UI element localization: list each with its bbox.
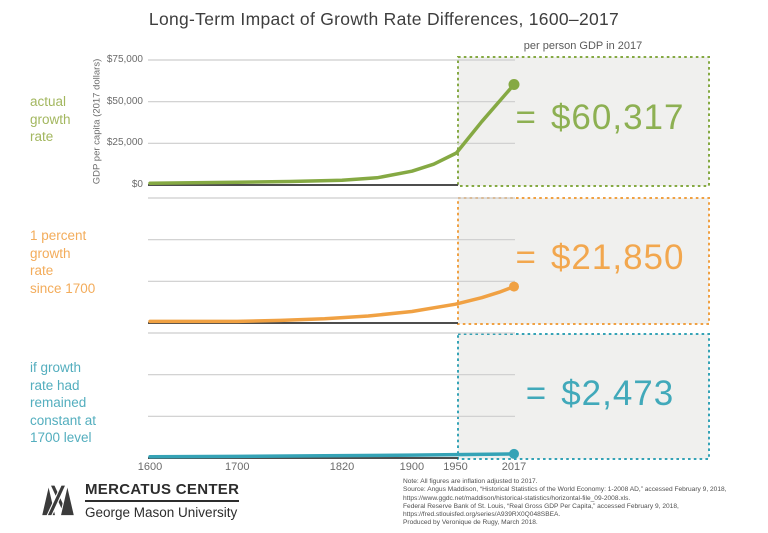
note-line: https://fred.stlouisfed.org/series/A939R… bbox=[403, 511, 561, 519]
source-notes: Note: All figures are inflation adjusted… bbox=[403, 478, 765, 528]
x-tick-label: 2017 bbox=[501, 461, 527, 473]
note-line: Note: All figures are inflation adjusted… bbox=[403, 478, 538, 485]
x-tick-label: 1900 bbox=[399, 461, 425, 473]
data-line-constant-1700-growth-rate bbox=[148, 452, 516, 459]
mercatus-logo: MERCATUS CENTER George Mason University bbox=[40, 481, 240, 520]
x-tick-label: 1950 bbox=[443, 461, 468, 473]
note-line: https://www.ggdc.net/maddison/historical… bbox=[403, 494, 631, 502]
end-value-actual-growth-rate: = $60,317 bbox=[492, 94, 708, 142]
end-point-one-percent-growth-rate-since-1700 bbox=[509, 281, 519, 292]
equals-sign: = bbox=[525, 373, 548, 413]
end-value-one-percent-growth-rate-since-1700: = $21,850 bbox=[492, 234, 708, 282]
equals-sign: = bbox=[515, 238, 537, 277]
logo-university-name: George Mason University bbox=[85, 505, 238, 520]
value-box-actual-growth-rate bbox=[457, 56, 710, 187]
x-tick-label: 1820 bbox=[329, 461, 355, 473]
data-line-one-percent-growth-rate-since-1700 bbox=[148, 284, 516, 324]
series-label-one-percent-growth-rate-since-1700: 1 percent growth rate since 1700 bbox=[30, 228, 96, 296]
note-line: Produced by Veronique de Rugy, March 201… bbox=[403, 519, 538, 527]
end-value-constant-1700-growth-rate: = $2,473 bbox=[492, 370, 708, 418]
y-tick-label: $50,000 bbox=[106, 95, 143, 107]
value-box-one-percent-growth-rate-since-1700 bbox=[457, 197, 710, 325]
page-title: Long-Term Impact of Growth Rate Differen… bbox=[148, 9, 620, 29]
note-line: Federal Reserve Bank of St. Louis, “Real… bbox=[403, 502, 679, 510]
end-point-actual-growth-rate bbox=[508, 78, 520, 90]
x-tick-label: 1700 bbox=[225, 461, 250, 473]
y-tick-label: $75,000 bbox=[106, 54, 143, 65]
gdp-value: $2,473 bbox=[561, 373, 675, 413]
data-line-actual-growth-rate bbox=[148, 82, 516, 185]
value-box-constant-1700-growth-rate bbox=[457, 333, 710, 460]
y-tick-label: $0 bbox=[131, 179, 143, 190]
y-tick-label: $25,000 bbox=[106, 137, 143, 149]
note-line: Source: Angus Maddison, “Historical Stat… bbox=[403, 486, 727, 494]
gdp-value: $21,850 bbox=[550, 238, 685, 277]
logo-org-name: MERCATUS CENTER bbox=[85, 481, 240, 502]
per-person-gdp-label: per person GDP in 2017 bbox=[523, 40, 643, 52]
gdp-value: $60,317 bbox=[550, 98, 685, 138]
mercatus-logo-icon bbox=[40, 484, 76, 517]
series-label-constant-1700-growth-rate: if growth rate had remained constant at 1700… bbox=[30, 360, 97, 445]
end-point-constant-1700-growth-rate bbox=[509, 448, 519, 459]
equals-sign: = bbox=[515, 98, 537, 138]
x-tick-label: 1600 bbox=[137, 461, 163, 473]
series-label-actual-growth-rate: actual growth rate bbox=[30, 94, 71, 144]
